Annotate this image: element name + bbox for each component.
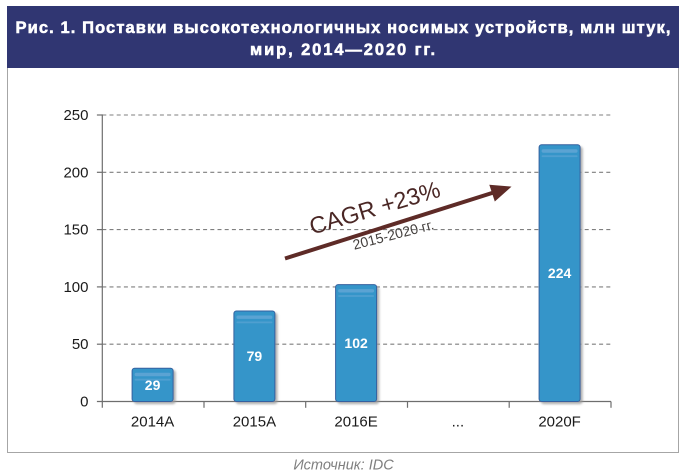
svg-text:Рис. 1. Поставки высокотехноло: Рис. 1. Поставки высокотехнологичных нос… (15, 19, 671, 37)
svg-text:2015A: 2015A (233, 414, 276, 431)
svg-text:мир, 2014—2020 гг.: мир, 2014—2020 гг. (250, 41, 437, 59)
svg-text:100: 100 (63, 279, 88, 296)
svg-text:102: 102 (344, 335, 368, 351)
svg-text:29: 29 (145, 377, 161, 393)
svg-text:Источник: IDC: Источник: IDC (293, 458, 394, 474)
svg-text:224: 224 (548, 265, 572, 281)
svg-text:2020F: 2020F (538, 414, 581, 431)
svg-text:50: 50 (72, 336, 89, 353)
svg-text:200: 200 (63, 164, 88, 181)
svg-text:...: ... (452, 414, 465, 431)
svg-text:2014A: 2014A (131, 414, 174, 431)
svg-text:79: 79 (247, 348, 263, 364)
svg-text:2016E: 2016E (334, 414, 377, 431)
svg-text:0: 0 (80, 394, 88, 411)
svg-text:150: 150 (63, 222, 88, 239)
svg-text:250: 250 (63, 107, 88, 124)
